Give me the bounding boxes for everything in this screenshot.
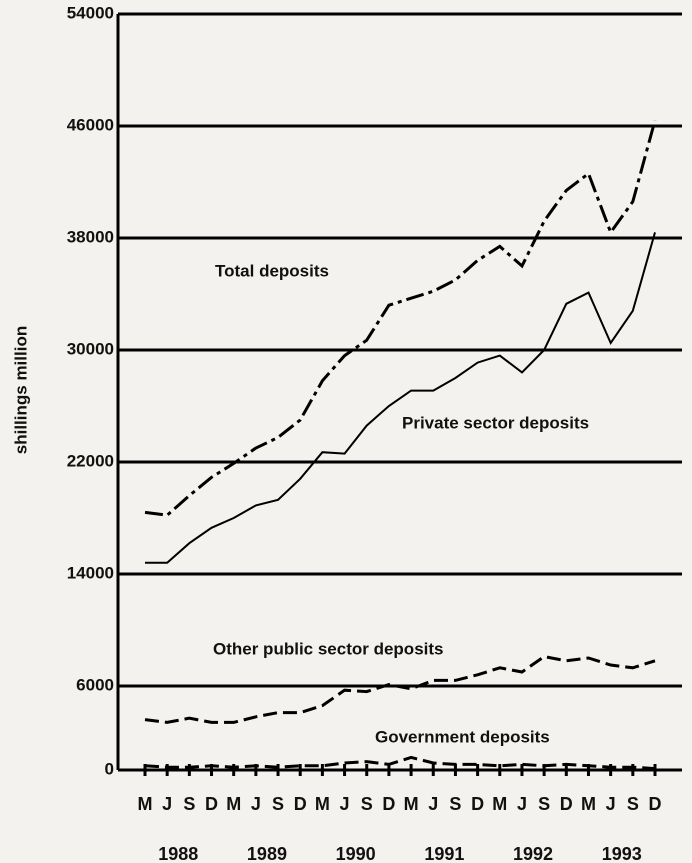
series-label: Government deposits <box>375 727 550 746</box>
series-line <box>145 232 656 564</box>
series-label: Total deposits <box>215 261 329 280</box>
y-axis-label: shillings million <box>11 326 30 454</box>
x-tick-label: M <box>404 794 419 814</box>
x-tick-label: D <box>382 794 395 814</box>
series-line <box>144 120 657 517</box>
x-tick-label: D <box>649 794 662 814</box>
y-tick-label: 6000 <box>76 675 114 694</box>
x-tick-label: J <box>428 794 438 814</box>
x-tick-label: D <box>205 794 218 814</box>
x-tick-label: M <box>492 794 507 814</box>
x-tick-label: J <box>340 794 350 814</box>
x-tick-label: J <box>517 794 527 814</box>
x-tick-label: D <box>294 794 307 814</box>
x-tick-label: S <box>449 794 461 814</box>
series-label: Other public sector deposits <box>213 639 444 658</box>
y-tick-label: 22000 <box>67 451 114 470</box>
y-tick-label: 14000 <box>67 563 114 582</box>
year-label: 1990 <box>336 844 376 863</box>
year-label: 1993 <box>602 844 642 863</box>
x-tick-label: M <box>581 794 596 814</box>
y-tick-label: 54000 <box>67 3 114 22</box>
x-tick-label: D <box>471 794 484 814</box>
y-tick-label: 30000 <box>67 339 114 358</box>
x-tick-label: J <box>606 794 616 814</box>
x-tick-label: M <box>138 794 153 814</box>
y-tick-label: 0 <box>105 759 114 778</box>
x-tick-label: S <box>272 794 284 814</box>
x-tick-label: M <box>315 794 330 814</box>
x-tick-label: M <box>226 794 241 814</box>
year-label: 1989 <box>247 844 287 863</box>
x-tick-label: S <box>183 794 195 814</box>
x-tick-label: J <box>162 794 172 814</box>
series-label: Private sector deposits <box>402 413 589 432</box>
year-label: 1988 <box>158 844 198 863</box>
y-tick-label: 46000 <box>67 115 114 134</box>
x-tick-label: S <box>627 794 639 814</box>
series-line <box>144 755 656 771</box>
x-tick-label: J <box>251 794 261 814</box>
y-tick-label: 38000 <box>67 227 114 246</box>
x-tick-label: S <box>538 794 550 814</box>
x-tick-label: S <box>361 794 373 814</box>
year-label: 1992 <box>513 844 553 863</box>
series-line <box>144 655 656 724</box>
year-label: 1991 <box>424 844 464 863</box>
x-tick-label: D <box>560 794 573 814</box>
